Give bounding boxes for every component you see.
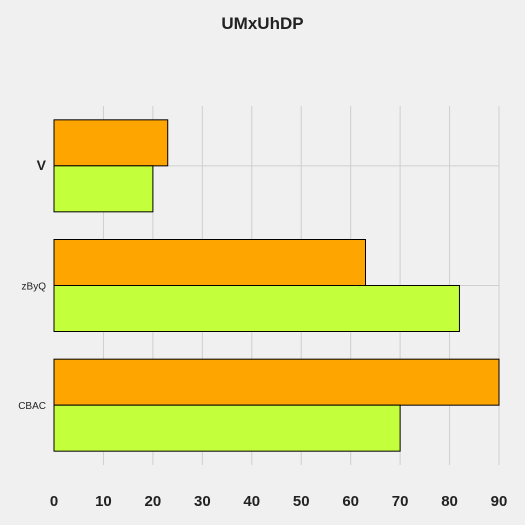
x-tick-label: 60 [342,493,359,510]
chart-title: UMxUhDP [221,14,304,33]
bar [53,119,169,167]
bar [53,239,366,286]
x-tick-label: 90 [491,493,508,510]
x-tick-label: 40 [243,493,260,510]
y-tick-label: CBAC [18,401,46,412]
x-tick-label: 10 [95,493,112,510]
x-tick-label: 50 [293,493,310,510]
x-tick-label: 70 [392,493,409,510]
x-tick-label: 80 [441,493,458,510]
bar [53,358,500,406]
x-tick-label: 0 [50,493,58,510]
bar [53,285,460,332]
x-tick-label: 30 [194,493,211,510]
x-tick-label: 20 [145,493,162,510]
bar [53,165,154,213]
y-tick-label: zByQ [22,282,47,293]
y-tick-label: V [37,157,47,173]
bar [53,404,401,452]
